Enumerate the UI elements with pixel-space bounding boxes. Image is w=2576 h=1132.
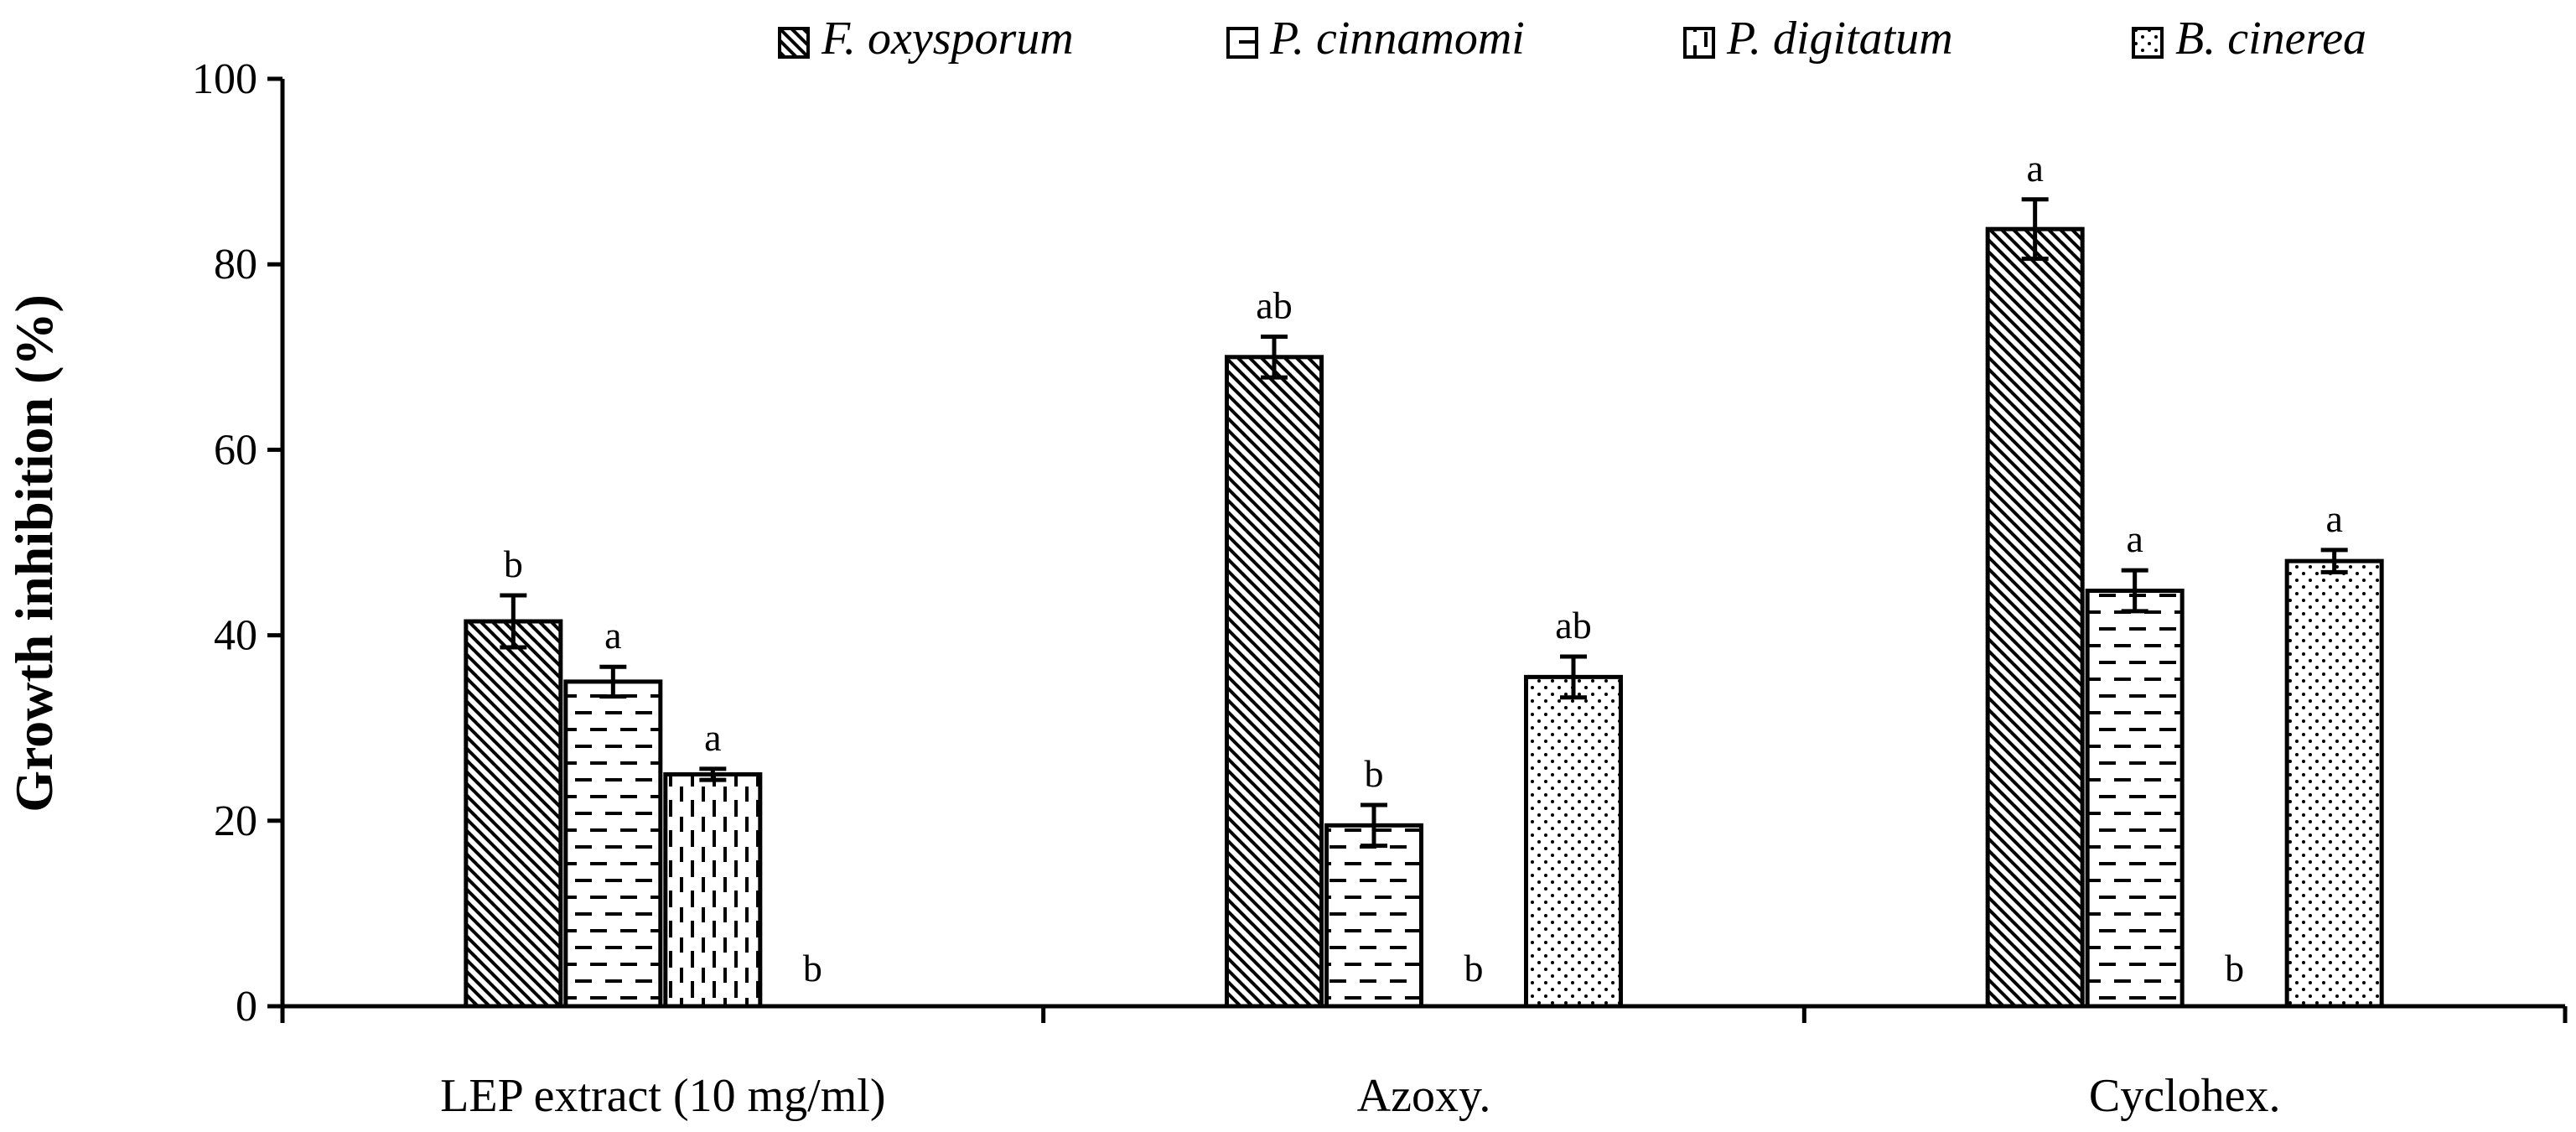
legend-swatch <box>1226 27 1258 59</box>
bars <box>464 197 2384 1009</box>
significance-label: b <box>803 947 822 989</box>
y-tick-label: 40 <box>214 612 257 660</box>
bar <box>2284 558 2384 1009</box>
y-tick-label: 100 <box>192 55 257 103</box>
legend-swatch <box>1683 27 1715 59</box>
significance-label: a <box>2126 517 2143 560</box>
bar <box>1225 355 1324 1009</box>
significance-label: a <box>2026 147 2043 190</box>
y-tick-label: 0 <box>236 983 257 1031</box>
y-tick-label: 20 <box>214 797 257 845</box>
bar <box>663 772 763 1009</box>
bar <box>464 619 563 1009</box>
significance-label: a <box>704 716 721 759</box>
y-tick-label: 60 <box>214 426 257 474</box>
significance-label: ab <box>1256 283 1292 326</box>
legend-swatch <box>778 27 810 59</box>
significance-label: ab <box>1555 604 1591 646</box>
y-axis-label: Growth inhibition (%) <box>4 294 64 813</box>
significance-label: b <box>1464 947 1484 989</box>
significance-label: a <box>604 614 621 657</box>
labels: LEP extract (10 mg/ml) Azoxy. Cyclohex.bab… <box>440 147 2343 1122</box>
legend-label: P. cinnamomi <box>1269 13 1525 65</box>
category-label: Azoxy. <box>1357 1070 1491 1122</box>
significance-label: a <box>2325 497 2342 540</box>
significance-label: b <box>2225 947 2244 989</box>
significance-label: b <box>504 543 523 585</box>
legend-label: P. digitatum <box>1726 13 1953 65</box>
significance-label: b <box>1365 752 1384 795</box>
bar <box>1985 226 2085 1009</box>
category-label: LEP extract (10 mg/ml) <box>440 1070 885 1122</box>
category-label: Cyclohex. <box>2089 1070 2281 1122</box>
legend-swatch <box>2132 27 2164 59</box>
bar <box>2085 589 2185 1009</box>
legend: F. oxysporum P. cinnamomi P. digitatum B. c… <box>778 13 2366 65</box>
bar <box>563 679 663 1009</box>
bar <box>1324 823 1423 1009</box>
legend-label: B. cinerea <box>2175 13 2366 65</box>
bar <box>1524 674 1623 1009</box>
legend-label: F. oxysporum <box>821 13 1074 65</box>
y-tick-label: 80 <box>214 241 257 288</box>
axes: 0 20 40 60 80 100 <box>192 55 2568 1031</box>
